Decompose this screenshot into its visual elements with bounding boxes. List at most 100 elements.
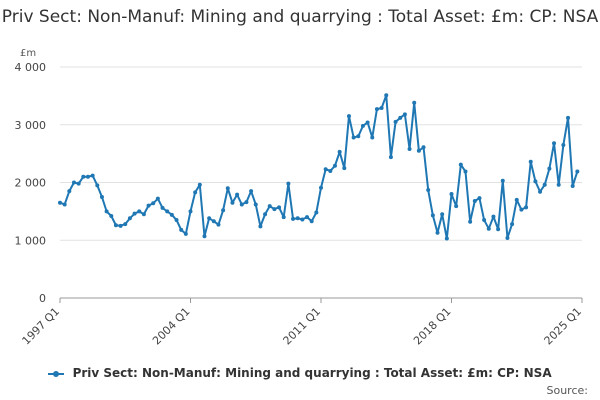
data-point[interactable] [463,169,468,174]
data-point[interactable] [258,224,263,229]
data-point[interactable] [193,190,198,195]
data-point[interactable] [109,213,114,218]
data-point[interactable] [141,212,146,217]
data-point[interactable] [309,219,314,224]
data-point[interactable] [477,196,482,201]
data-point[interactable] [500,178,505,183]
data-point[interactable] [137,209,142,214]
data-point[interactable] [337,149,342,154]
data-point[interactable] [155,196,160,201]
data-point[interactable] [95,183,100,188]
data-point[interactable] [118,223,123,228]
data-point[interactable] [449,192,454,197]
data-point[interactable] [374,107,379,112]
data-point[interactable] [332,163,337,168]
data-point[interactable] [146,203,151,208]
data-point[interactable] [58,200,62,205]
data-point[interactable] [398,115,403,120]
data-point[interactable] [90,173,95,178]
data-point[interactable] [556,182,561,187]
data-point[interactable] [104,209,109,214]
data-point[interactable] [113,223,118,228]
data-point[interactable] [351,135,356,140]
data-point[interactable] [482,218,487,223]
data-point[interactable] [566,115,571,120]
data-point[interactable] [496,227,501,232]
data-point[interactable] [179,227,184,232]
data-point[interactable] [99,194,104,199]
data-point[interactable] [211,219,216,224]
data-point[interactable] [552,141,557,146]
data-point[interactable] [85,174,90,179]
data-point[interactable] [472,198,477,203]
data-point[interactable] [263,212,268,217]
data-point[interactable] [151,201,156,206]
data-point[interactable] [132,211,137,216]
data-point[interactable] [426,188,431,193]
data-point[interactable] [416,148,421,153]
data-point[interactable] [393,119,398,124]
data-point[interactable] [491,214,496,219]
data-point[interactable] [421,145,426,150]
data-point[interactable] [524,205,529,210]
data-point[interactable] [127,216,132,221]
data-point[interactable] [454,204,459,209]
data-point[interactable] [225,186,230,191]
data-point[interactable] [267,204,272,209]
data-point[interactable] [533,179,538,184]
data-point[interactable] [440,212,445,217]
data-point[interactable] [356,134,361,139]
data-point[interactable] [165,209,170,214]
data-point[interactable] [435,230,440,235]
data-point[interactable] [295,216,300,221]
data-point[interactable] [570,183,575,188]
data-point[interactable] [412,100,417,105]
data-point[interactable] [407,147,412,152]
data-point[interactable] [547,166,552,171]
data-point[interactable] [514,197,519,202]
data-point[interactable] [123,222,128,227]
data-point[interactable] [207,216,212,221]
data-point[interactable] [575,169,580,174]
data-point[interactable] [528,159,533,164]
data-point[interactable] [305,215,310,220]
data-point[interactable] [519,207,524,212]
data-point[interactable] [430,213,435,218]
data-point[interactable] [188,209,193,214]
data-point[interactable] [216,222,221,227]
data-point[interactable] [272,207,277,212]
data-point[interactable] [365,120,370,125]
data-point[interactable] [486,226,491,231]
data-point[interactable] [342,166,347,171]
data-point[interactable] [253,202,258,207]
data-point[interactable] [314,210,319,215]
data-point[interactable] [230,200,235,205]
data-point[interactable] [561,142,566,147]
data-point[interactable] [388,155,393,160]
data-point[interactable] [444,236,449,241]
data-point[interactable] [244,200,249,205]
data-point[interactable] [183,231,188,236]
data-point[interactable] [319,185,323,190]
data-point[interactable] [542,182,547,187]
data-point[interactable] [505,235,510,240]
data-point[interactable] [510,222,515,227]
data-point[interactable] [169,212,174,217]
data-point[interactable] [71,180,76,185]
data-point[interactable] [286,181,291,186]
data-point[interactable] [202,234,207,239]
data-point[interactable] [291,216,296,221]
data-point[interactable] [62,202,67,207]
data-point[interactable] [160,205,165,210]
data-point[interactable] [538,189,543,194]
data-point[interactable] [458,162,463,167]
data-point[interactable] [197,182,202,187]
data-point[interactable] [346,114,351,119]
data-point[interactable] [67,189,72,194]
data-point[interactable] [249,189,254,194]
data-point[interactable] [221,208,226,213]
data-point[interactable] [81,174,86,179]
data-point[interactable] [360,123,365,128]
data-point[interactable] [76,181,81,186]
data-point[interactable] [379,106,384,111]
